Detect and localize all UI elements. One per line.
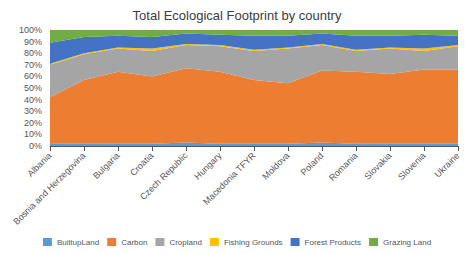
svg-text:Forest Products: Forest Products (305, 238, 361, 247)
svg-text:Hungary: Hungary (192, 150, 223, 181)
svg-text:10%: 10% (24, 129, 42, 139)
svg-text:Carbon: Carbon (121, 238, 147, 247)
svg-text:Romania: Romania (327, 150, 360, 183)
svg-text:Fishing Grounds: Fishing Grounds (224, 238, 283, 247)
svg-text:Poland: Poland (299, 150, 326, 177)
svg-text:Czech Republic: Czech Republic (138, 150, 190, 202)
svg-text:Moldova: Moldova (260, 150, 291, 181)
svg-text:Bulgaria: Bulgaria (91, 150, 121, 180)
svg-text:80%: 80% (24, 48, 42, 58)
svg-text:50%: 50% (24, 83, 42, 93)
svg-text:100%: 100% (19, 25, 42, 35)
svg-text:40%: 40% (24, 95, 42, 105)
svg-text:BuiltupLand: BuiltupLand (57, 238, 99, 247)
svg-text:0%: 0% (29, 141, 42, 151)
svg-text:30%: 30% (24, 106, 42, 116)
svg-text:Cropland: Cropland (169, 238, 201, 247)
svg-text:Total Ecological Footprint by: Total Ecological Footprint by country (133, 8, 342, 23)
svg-text:70%: 70% (24, 60, 42, 70)
svg-text:Slovenia: Slovenia (396, 150, 427, 181)
svg-text:Ukraine: Ukraine (433, 150, 462, 179)
svg-text:60%: 60% (24, 71, 42, 81)
svg-text:Grazing Land: Grazing Land (383, 238, 431, 247)
svg-text:20%: 20% (24, 118, 42, 128)
svg-text:90%: 90% (24, 37, 42, 47)
svg-text:Bosnia and Herzegovina: Bosnia and Herzegovina (11, 150, 87, 226)
svg-text:Slovakia: Slovakia (362, 150, 393, 181)
svg-text:Croatia: Croatia (128, 150, 156, 178)
svg-text:Macedonia TFYR: Macedonia TFYR (201, 150, 258, 207)
svg-text:Albania: Albania (25, 150, 53, 178)
